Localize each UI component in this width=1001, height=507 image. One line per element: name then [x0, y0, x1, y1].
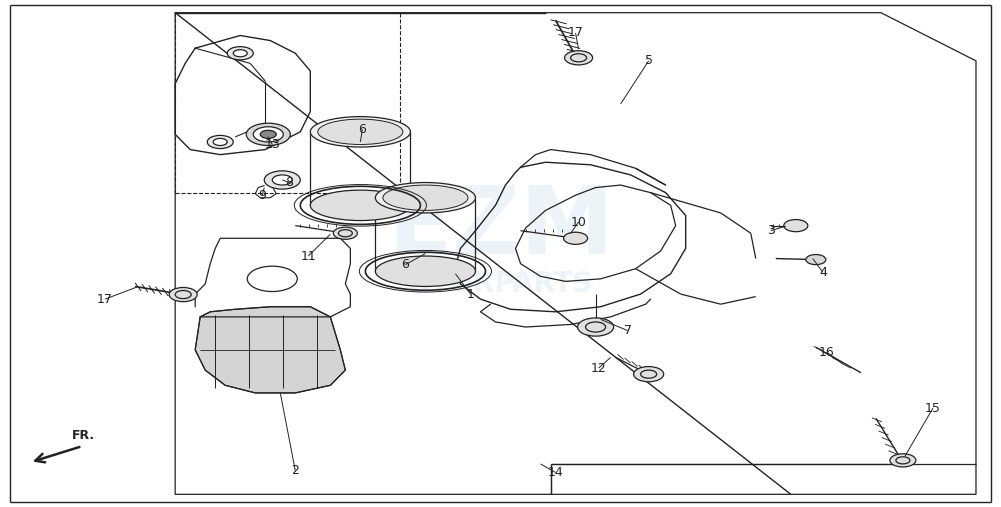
Text: OTORPARTS: OTORPARTS — [407, 270, 594, 298]
Circle shape — [253, 127, 283, 142]
Circle shape — [264, 171, 300, 189]
Text: FR.: FR. — [72, 429, 95, 442]
Circle shape — [784, 220, 808, 232]
Circle shape — [169, 287, 197, 302]
Circle shape — [272, 175, 292, 185]
Text: 9: 9 — [258, 189, 266, 202]
Ellipse shape — [310, 117, 410, 147]
Circle shape — [890, 454, 916, 467]
Ellipse shape — [318, 119, 402, 144]
Polygon shape — [195, 307, 345, 393]
Circle shape — [564, 232, 588, 244]
Circle shape — [260, 130, 276, 138]
Circle shape — [207, 135, 233, 149]
Text: 12: 12 — [591, 361, 607, 375]
Text: 17: 17 — [97, 293, 113, 306]
Ellipse shape — [375, 183, 475, 213]
Circle shape — [233, 50, 247, 57]
Circle shape — [806, 255, 826, 265]
Text: 1: 1 — [466, 287, 474, 301]
Circle shape — [213, 138, 227, 146]
Ellipse shape — [310, 190, 410, 221]
Text: 5: 5 — [645, 54, 653, 67]
Circle shape — [246, 123, 290, 146]
Text: 4: 4 — [819, 266, 827, 279]
Text: 10: 10 — [571, 215, 587, 229]
Circle shape — [333, 227, 357, 239]
Text: 6: 6 — [401, 258, 409, 271]
Text: EZM: EZM — [387, 182, 614, 274]
Text: 8: 8 — [285, 176, 293, 189]
Text: 3: 3 — [767, 224, 775, 237]
Text: 14: 14 — [548, 466, 564, 479]
Circle shape — [247, 266, 297, 292]
Ellipse shape — [375, 256, 475, 286]
Circle shape — [578, 318, 614, 336]
Ellipse shape — [382, 185, 468, 210]
Circle shape — [634, 367, 664, 382]
Text: 17: 17 — [568, 26, 584, 40]
Text: 2: 2 — [291, 464, 299, 477]
Text: 13: 13 — [264, 138, 280, 151]
Text: 15: 15 — [925, 402, 941, 415]
Circle shape — [227, 47, 253, 60]
Text: 11: 11 — [300, 249, 316, 263]
Text: 7: 7 — [624, 324, 632, 337]
Text: 16: 16 — [819, 346, 835, 359]
Circle shape — [565, 51, 593, 65]
Text: 6: 6 — [358, 123, 366, 136]
